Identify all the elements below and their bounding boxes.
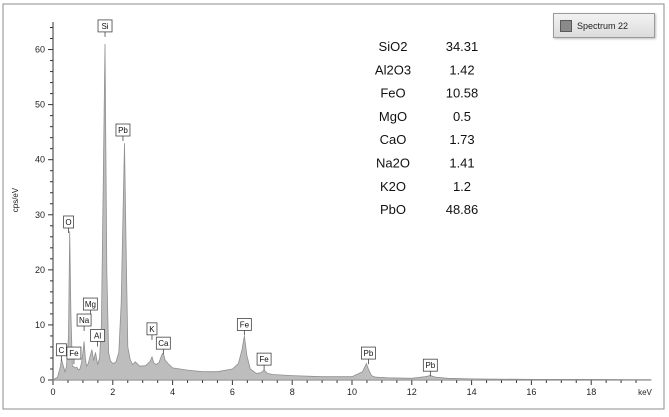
peak-box [76, 313, 92, 327]
peak-box [256, 352, 272, 366]
peak-text: Fe [69, 349, 79, 358]
x-tick-label: 0 [50, 387, 55, 397]
x-tick-label: 18 [586, 387, 596, 397]
composition-row: MgO 0.5 [379, 109, 471, 124]
oxide-name: PbO [380, 202, 406, 217]
composition-row: PbO 48.86 [380, 202, 478, 217]
oxide-value: 0.5 [453, 109, 471, 124]
peak-label-si: Si [97, 19, 113, 37]
peak-label-pb: Pb [361, 346, 376, 365]
oxide-name: Al2O3 [375, 62, 411, 77]
oxide-name: CaO [380, 132, 407, 147]
spectrum-area [51, 43, 652, 381]
peak-label-k: K [146, 322, 158, 340]
oxide-name: MgO [379, 109, 407, 124]
peak-text: Pb [118, 126, 128, 135]
peak-label-mg: Mg [82, 297, 98, 316]
plot-area [51, 43, 652, 381]
peak-label-fe: Fe [66, 346, 82, 365]
oxide-value: 1.2 [453, 179, 471, 194]
peak-text: Fe [240, 320, 250, 329]
x-tick-label: 2 [110, 387, 115, 397]
oxide-value: 48.86 [446, 202, 479, 217]
oxide-value: 10.58 [446, 86, 479, 101]
peak-box [361, 346, 376, 360]
peak-box [97, 19, 113, 33]
peak-label-pb: Pb [422, 358, 438, 377]
x-tick-label: 12 [407, 387, 417, 397]
peak-box [115, 123, 131, 137]
peak-text: K [149, 325, 155, 334]
y-tick-label: 30 [35, 210, 45, 220]
x-tick-label: 6 [230, 387, 235, 397]
peak-text: Mg [85, 300, 96, 309]
legend[interactable]: Spectrum 22 [553, 13, 655, 38]
peak-label-o: O [63, 215, 74, 233]
oxide-value: 34.31 [446, 39, 479, 54]
peak-box [55, 343, 67, 357]
peak-text: Ca [158, 339, 169, 348]
peak-text: Pb [425, 361, 435, 370]
peak-box [422, 358, 438, 372]
y-tick-label: 10 [35, 320, 45, 330]
composition-row: Al2O3 1.42 [375, 62, 475, 77]
composition-row: FeO 10.58 [380, 86, 478, 101]
x-tick-label: 16 [526, 387, 536, 397]
peak-text: C [58, 346, 64, 355]
y-axis-label: cps/eV [11, 187, 20, 212]
peak-box [90, 329, 105, 342]
peak-box [82, 297, 98, 311]
peak-label-al: Al [90, 329, 105, 347]
peak-label-ca: Ca [155, 336, 171, 355]
legend-swatch [560, 19, 572, 32]
peak-text: O [65, 218, 71, 227]
oxide-value: 1.41 [449, 156, 474, 171]
peak-label-fe: Fe [256, 352, 272, 371]
composition-table: SiO2 34.31 Al2O3 1.42 FeO 10.58 MgO 0.5 CaO 1.73 N… [375, 39, 478, 217]
oxide-value: 1.73 [449, 132, 474, 147]
x-tick-label: 8 [290, 387, 295, 397]
x-axis-label: keV [638, 388, 652, 397]
peak-label-pb: Pb [115, 123, 131, 142]
x-tick-label: 4 [170, 387, 175, 397]
peak-text: Al [94, 331, 101, 340]
chart-border [2, 3, 665, 410]
composition-row: SiO2 34.31 [379, 39, 479, 54]
composition-row: K2O 1.2 [380, 179, 471, 194]
peak-label-c: C [55, 343, 67, 361]
composition-row: CaO 1.73 [380, 132, 475, 147]
peak-box [236, 318, 252, 331]
oxide-name: K2O [380, 179, 406, 194]
peak-box [155, 336, 171, 350]
peak-text: Pb [364, 349, 374, 358]
x-tick-label: 14 [467, 387, 477, 397]
legend-label: Spectrum 22 [577, 20, 629, 31]
peak-box [66, 346, 82, 360]
peak-label-fe: Fe [236, 318, 252, 336]
oxide-name: SiO2 [379, 39, 408, 54]
oxide-value: 1.42 [449, 62, 474, 77]
y-tick-label: 60 [35, 45, 45, 55]
peak-label-na: Na [76, 313, 92, 332]
peak-text: Si [101, 22, 108, 31]
oxide-name: Na2O [376, 156, 410, 171]
peak-box [63, 215, 74, 229]
y-tick-label: 40 [35, 155, 45, 165]
y-tick-label: 0 [40, 375, 45, 385]
y-tick-label: 50 [35, 100, 45, 110]
peak-box [146, 322, 158, 336]
peak-text: Fe [259, 355, 269, 364]
x-tick-label: 10 [347, 387, 357, 397]
y-tick-label: 20 [35, 265, 45, 275]
composition-row: Na2O 1.41 [376, 156, 475, 171]
peak-text: Na [79, 316, 90, 325]
oxide-name: FeO [380, 86, 405, 101]
